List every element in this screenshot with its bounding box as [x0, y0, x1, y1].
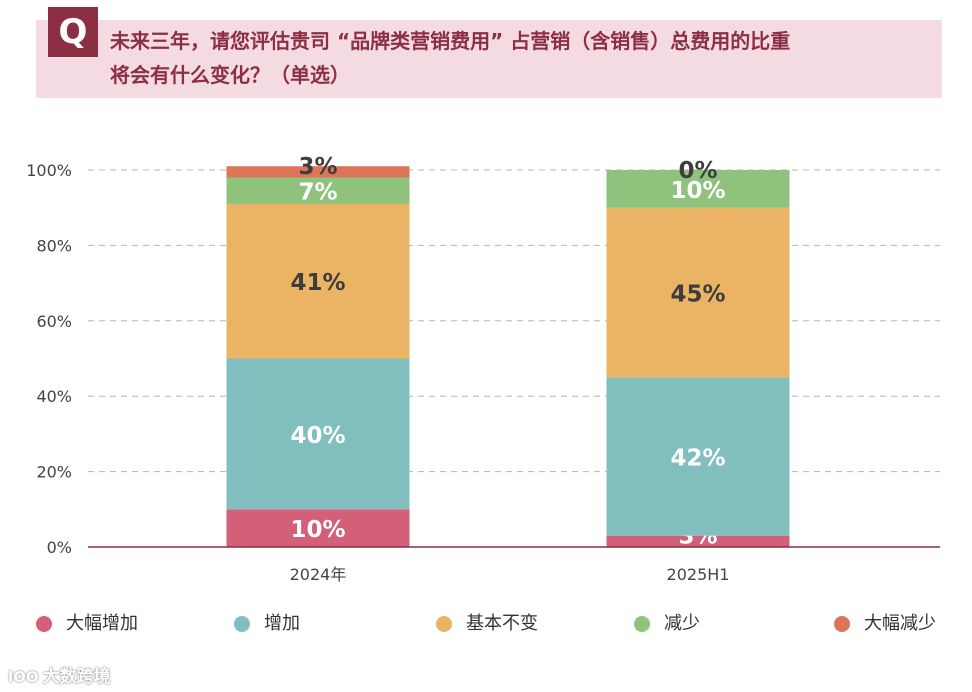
q-badge: Q	[48, 7, 98, 57]
legend-label: 减少	[664, 613, 700, 634]
bar-segment	[606, 535, 790, 547]
bar-segment	[606, 377, 790, 536]
legend-swatch	[234, 616, 250, 632]
question-line-1: 未来三年，请您评估贵司 “品牌类营销费用” 占营销（含销售）总费用的比重	[110, 29, 791, 53]
bar-segment	[226, 177, 410, 204]
q-letter: Q	[58, 12, 88, 52]
legend-label: 基本不变	[466, 613, 538, 634]
chart-legend: 大幅增加 增加 基本不变 减少 大幅减少	[36, 612, 946, 636]
legend-label: 大幅减少	[864, 613, 936, 634]
bar-segment	[606, 207, 790, 378]
bar-segment	[226, 203, 410, 359]
data-label: 40%	[290, 423, 345, 449]
legend-swatch	[36, 616, 52, 632]
y-tick-label: 40%	[36, 387, 72, 406]
bar-segment	[226, 358, 410, 510]
data-label: 10%	[670, 178, 725, 204]
y-tick-label: 0%	[47, 538, 72, 557]
legend-swatch	[634, 616, 650, 632]
y-tick-label: 60%	[36, 312, 72, 331]
legend-swatch	[436, 616, 452, 632]
stacked-bar-chart: 0%20%40%60%80%100%10%40%41%7%3%2024年3%42…	[26, 154, 940, 584]
y-tick-label: 20%	[36, 463, 72, 482]
y-tick-label: 100%	[26, 161, 72, 180]
legend-label: 增加	[264, 613, 300, 634]
x-tick-label: 2025H1	[667, 565, 730, 584]
bar-segment	[606, 170, 790, 208]
data-label: 41%	[290, 270, 345, 296]
legend-label: 大幅增加	[66, 613, 138, 634]
bar-segment	[226, 509, 410, 547]
y-tick-label: 80%	[36, 236, 72, 255]
data-label: 7%	[298, 180, 337, 206]
data-label: 45%	[670, 282, 725, 308]
watermark-text: 大数跨境	[42, 667, 111, 687]
x-tick-label: 2024年	[290, 565, 347, 584]
question-line-2: 将会有什么变化？（单选）	[110, 63, 350, 87]
data-label: 10%	[290, 517, 345, 543]
watermark: lOO 大数跨境	[8, 662, 111, 688]
data-label: 3%	[298, 154, 337, 180]
legend-swatch	[834, 616, 850, 632]
watermark-logo-icon: lOO	[8, 668, 39, 686]
data-label: 42%	[670, 446, 725, 472]
question-banner	[36, 20, 942, 98]
bar-segment	[226, 166, 410, 178]
question-title: 未来三年，请您评估贵司 “品牌类营销费用” 占营销（含销售）总费用的比重 将会有…	[110, 24, 940, 92]
data-label: 0%	[678, 158, 717, 184]
